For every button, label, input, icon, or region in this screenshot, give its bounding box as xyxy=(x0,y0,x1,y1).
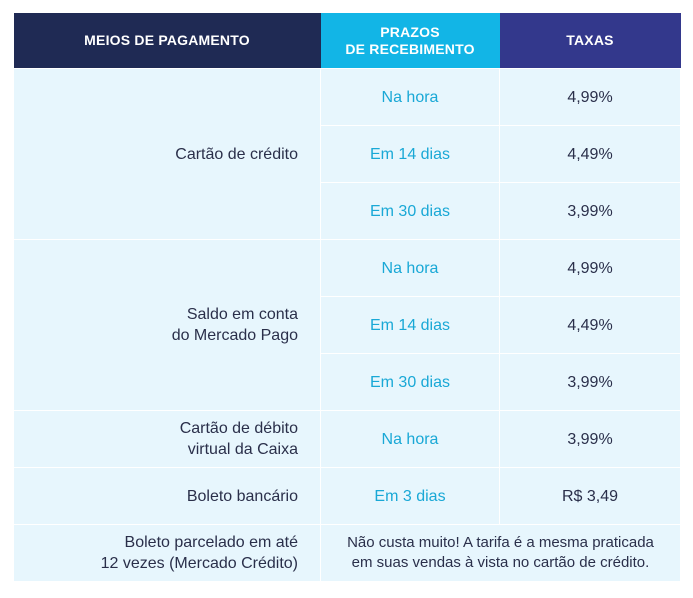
method-account-balance-line2: do Mercado Pago xyxy=(171,327,298,344)
fee-cell: R$ 3,49 xyxy=(499,467,681,525)
term-cell: Na hora xyxy=(320,239,500,297)
term-cell: Na hora xyxy=(320,410,500,468)
term-cell: Em 30 dias xyxy=(320,182,500,240)
fee-cell: 4,99% xyxy=(499,68,681,126)
header-receiving-terms-line2: DE RECEBIMENTO xyxy=(345,40,475,57)
term-cell: Em 30 dias xyxy=(320,353,500,411)
method-debit-card-caixa-line2: virtual da Caixa xyxy=(187,441,298,458)
fee-cell: 3,99% xyxy=(499,353,681,411)
table-header-row: MEIOS DE PAGAMENTO PRAZOS DE RECEBIMENTO… xyxy=(13,13,681,69)
boleto-installments-note: Não custa muito! A tarifa é a mesma prat… xyxy=(320,524,681,582)
fee-cell: 4,49% xyxy=(499,125,681,183)
table-row: Em 30 dias 3,99% xyxy=(14,353,681,411)
method-credit-card: Cartão de crédito xyxy=(13,68,321,240)
fee-cell: 3,99% xyxy=(499,182,681,240)
boleto-installments-note-line2: em suas vendas à vista no cartão de créd… xyxy=(351,554,650,571)
table-row: Saldo em conta do Mercado Pago Na hora 4… xyxy=(13,239,681,411)
term-cell: Em 3 dias xyxy=(320,467,500,525)
header-receiving-terms-line1: PRAZOS xyxy=(380,23,440,40)
header-fees: TAXAS xyxy=(499,13,681,69)
table-row: Cartão de débito virtual da Caixa Na hor… xyxy=(13,410,681,468)
method-account-balance: Saldo em conta do Mercado Pago xyxy=(13,239,321,411)
fee-cell: 3,99% xyxy=(499,410,681,468)
header-receiving-terms: PRAZOS DE RECEBIMENTO xyxy=(320,13,500,69)
fee-cell: 4,99% xyxy=(499,239,681,297)
method-boleto: Boleto bancário xyxy=(13,467,321,525)
fee-cell: 4,49% xyxy=(499,296,681,354)
method-boleto-installments-line2: 12 vezes (Mercado Crédito) xyxy=(100,555,298,572)
term-cell: Em 14 dias xyxy=(320,296,500,354)
payment-fees-table-container: MEIOS DE PAGAMENTO PRAZOS DE RECEBIMENTO… xyxy=(13,13,681,582)
table-row: Boleto bancário Em 3 dias R$ 3,49 xyxy=(13,467,681,525)
table-row: Boleto parcelado em até 12 vezes (Mercad… xyxy=(13,524,681,582)
table-row: Em 14 dias 4,49% xyxy=(14,125,681,183)
method-debit-card-caixa: Cartão de débito virtual da Caixa xyxy=(13,410,321,468)
header-payment-methods: MEIOS DE PAGAMENTO xyxy=(13,13,321,69)
method-debit-card-caixa-line1: Cartão de débito xyxy=(179,420,298,437)
payment-fees-table: MEIOS DE PAGAMENTO PRAZOS DE RECEBIMENTO… xyxy=(13,13,681,582)
method-account-balance-line1: Saldo em conta xyxy=(186,306,298,323)
term-cell: Em 14 dias xyxy=(320,125,500,183)
table-row: Em 30 dias 3,99% xyxy=(14,182,681,240)
method-boleto-installments: Boleto parcelado em até 12 vezes (Mercad… xyxy=(13,524,321,582)
boleto-installments-note-line1: Não custa muito! A tarifa é a mesma prat… xyxy=(347,534,654,551)
term-cell: Na hora xyxy=(320,68,500,126)
table-row: Em 14 dias 4,49% xyxy=(14,296,681,354)
method-boleto-installments-line1: Boleto parcelado em até xyxy=(124,534,298,551)
table-row: Cartão de crédito Na hora 4,99% xyxy=(13,68,681,240)
